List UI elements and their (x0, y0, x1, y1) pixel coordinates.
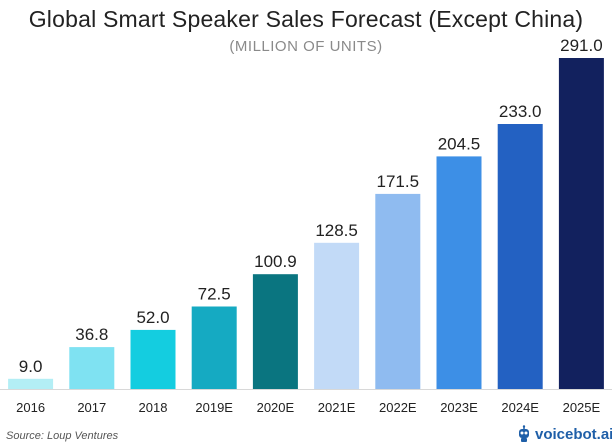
value-label: 52.0 (136, 308, 169, 327)
value-label: 9.0 (19, 357, 43, 376)
bar-2025E (558, 58, 604, 389)
bar-2022E (375, 193, 421, 389)
brand-name: voicebot.ai (535, 425, 612, 443)
bar-2020E (252, 274, 298, 389)
x-tick-label: 2023E (440, 400, 478, 415)
chart-subtitle: (MILLION OF UNITS) (229, 38, 383, 55)
value-label: 36.8 (75, 325, 108, 344)
value-label: 72.5 (198, 285, 231, 304)
brand-logo: voicebot.ai (516, 425, 612, 443)
x-tick-label: 2025E (563, 400, 601, 415)
value-label: 171.5 (377, 172, 420, 191)
x-tick-label: 2016 (16, 400, 45, 415)
value-label: 233.0 (499, 102, 542, 121)
source-note: Source: Loup Ventures (6, 430, 119, 442)
bar-2016 (8, 378, 54, 389)
value-label: 128.5 (315, 221, 358, 240)
value-label: 291.0 (560, 36, 603, 55)
x-tick-label: 2018 (139, 400, 168, 415)
bar-2018 (130, 329, 176, 389)
x-tick-label: 2022E (379, 400, 417, 415)
bar-2021E (314, 242, 360, 389)
robot-icon (519, 425, 529, 442)
bar-2023E (436, 156, 482, 389)
chart-title: Global Smart Speaker Sales Forecast (Exc… (28, 6, 584, 32)
x-tick-label: 2024E (501, 400, 539, 415)
value-label: 100.9 (254, 252, 297, 271)
bar-2017 (69, 347, 115, 389)
value-label: 204.5 (438, 134, 481, 153)
x-tick-label: 2021E (318, 400, 356, 415)
x-tick-label: 2019E (195, 400, 233, 415)
x-tick-label: 2020E (257, 400, 295, 415)
bar-2019E (191, 306, 237, 389)
x-tick-label: 2017 (77, 400, 106, 415)
bar-2024E (497, 124, 543, 389)
